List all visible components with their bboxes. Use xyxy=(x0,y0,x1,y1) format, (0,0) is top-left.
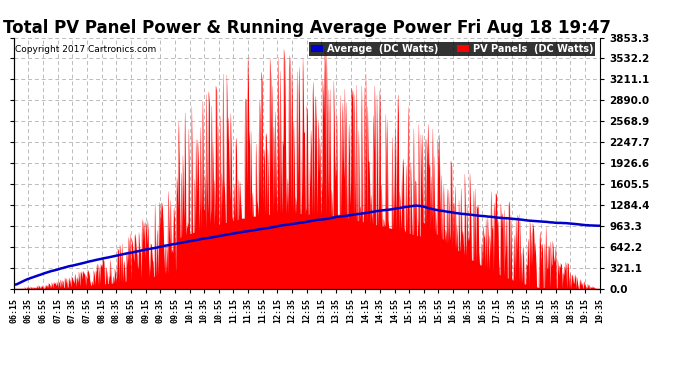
Legend: Average  (DC Watts), PV Panels  (DC Watts): Average (DC Watts), PV Panels (DC Watts) xyxy=(309,42,595,56)
Title: Total PV Panel Power & Running Average Power Fri Aug 18 19:47: Total PV Panel Power & Running Average P… xyxy=(3,20,611,38)
Text: Copyright 2017 Cartronics.com: Copyright 2017 Cartronics.com xyxy=(15,45,156,54)
